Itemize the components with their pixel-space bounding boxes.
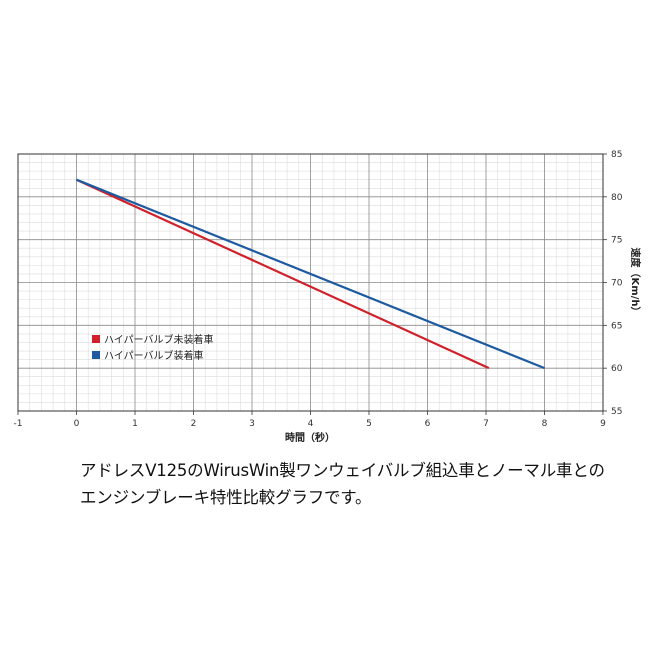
caption-line-2: エンジンブレーキ特性比較グラフです。 (80, 488, 372, 507)
x-tick-label: 7 (483, 419, 489, 429)
x-tick-label: -1 (14, 419, 23, 429)
x-axis-label: 時間（秒） (285, 431, 335, 444)
x-tick-label: 4 (308, 419, 314, 429)
y-axis-ticks: 55 60 65 70 75 80 85 (603, 150, 623, 417)
legend-label-equipped: ハイパーバルブ装着車 (104, 349, 204, 362)
x-tick-label: 1 (132, 419, 138, 429)
y-tick-label: 60 (611, 364, 623, 374)
legend-label-unequipped: ハイパーバルブ未装着車 (104, 333, 214, 346)
x-tick-label: 2 (191, 419, 197, 429)
x-tick-label: 8 (542, 419, 548, 429)
x-tick-label: 0 (74, 419, 80, 429)
x-tick-label: 9 (600, 419, 606, 429)
y-tick-label: 70 (611, 279, 623, 289)
y-axis-label: 速度（Km/h） (629, 248, 642, 317)
y-tick-label: 85 (611, 150, 622, 160)
x-tick-label: 5 (366, 419, 372, 429)
caption-line-1: アドレスV125のWirusWin製ワンウェイバルブ組込車とノーマル車との (80, 461, 605, 480)
y-tick-label: 75 (611, 236, 622, 246)
series-lines (76, 178, 545, 370)
series-line-unequipped (76, 178, 490, 370)
x-tick-label: 6 (425, 419, 431, 429)
x-tick-label: 3 (249, 419, 255, 429)
y-tick-label: 80 (611, 193, 623, 203)
legend: ハイパーバルブ未装着車 ハイパーバルブ装着車 (92, 333, 214, 362)
y-tick-label: 55 (611, 407, 622, 417)
legend-swatch-unequipped (92, 335, 100, 343)
major-grid (18, 154, 603, 411)
series-line-equipped (76, 178, 545, 370)
legend-swatch-equipped (92, 351, 100, 359)
x-axis-ticks: -1 0 1 2 3 4 5 6 7 8 9 (14, 411, 606, 429)
y-tick-label: 65 (611, 321, 622, 331)
